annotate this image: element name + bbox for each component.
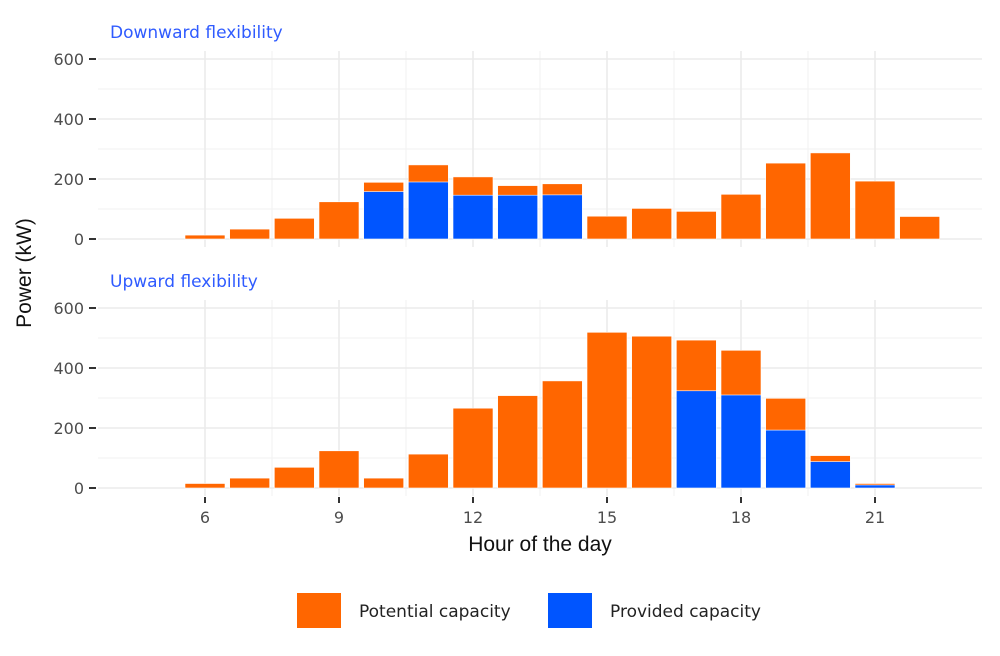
y-tick-label: 200 bbox=[53, 170, 84, 189]
y-axis-downward: 0 200 400 600 bbox=[53, 50, 96, 249]
x-axis-title: Hour of the day bbox=[468, 533, 612, 556]
bar-potential-12 bbox=[452, 407, 494, 489]
y-axis-upward: 0 200 400 600 bbox=[53, 299, 96, 498]
bar-provided-10 bbox=[363, 191, 404, 240]
bar-potential-7 bbox=[229, 228, 270, 240]
bar-potential-22 bbox=[899, 216, 940, 240]
bar-potential-9 bbox=[318, 201, 360, 240]
legend-label-provided: Provided capacity bbox=[610, 602, 761, 622]
bar-potential-20 bbox=[810, 152, 851, 240]
x-tick-label: 12 bbox=[463, 508, 483, 527]
bar-potential-15 bbox=[586, 215, 628, 240]
bar-potential-9 bbox=[318, 450, 360, 489]
bar-potential-13 bbox=[497, 395, 538, 489]
y-tick-label: 600 bbox=[53, 299, 84, 318]
y-tick-label: 400 bbox=[53, 110, 84, 129]
bar-provided-20 bbox=[810, 461, 851, 489]
bar-potential-8 bbox=[274, 218, 315, 240]
bar-potential-14 bbox=[542, 380, 583, 489]
bar-potential-10 bbox=[363, 477, 404, 489]
y-tick-label: 400 bbox=[53, 359, 84, 378]
y-axis-title: Power (kW) bbox=[13, 218, 36, 328]
bar-potential-16 bbox=[631, 335, 672, 489]
bar-provided-11 bbox=[408, 181, 449, 240]
bar-potential-8 bbox=[274, 466, 315, 489]
panel-upward-flexibility: Upward flexibility 0 200 400 600 bbox=[53, 272, 982, 498]
bar-potential-16 bbox=[631, 208, 672, 240]
legend-label-potential: Potential capacity bbox=[359, 602, 511, 622]
bar-provided-18 bbox=[720, 394, 762, 489]
x-tick-label: 6 bbox=[200, 508, 210, 527]
x-tick-label: 21 bbox=[865, 508, 885, 527]
legend-swatch-potential bbox=[297, 593, 341, 628]
bar-provided-17 bbox=[676, 390, 717, 489]
y-tick-label: 600 bbox=[53, 50, 84, 69]
bar-potential-17 bbox=[676, 211, 717, 240]
bar-provided-12 bbox=[452, 194, 494, 240]
bar-potential-11 bbox=[408, 453, 449, 489]
y-tick-label: 0 bbox=[74, 230, 84, 249]
legend: Potential capacity Provided capacity bbox=[297, 593, 761, 628]
y-tick-label: 0 bbox=[74, 479, 84, 498]
bars-downward bbox=[184, 152, 940, 240]
bars-upward bbox=[184, 331, 896, 489]
bar-provided-21 bbox=[854, 484, 896, 489]
x-axis: 6 9 12 15 18 21 bbox=[200, 497, 885, 527]
bar-provided-14 bbox=[542, 194, 583, 240]
y-tick-label: 200 bbox=[53, 419, 84, 438]
bar-provided-13 bbox=[497, 194, 538, 240]
bar-potential-19 bbox=[765, 162, 806, 240]
bar-potential-15 bbox=[586, 331, 628, 489]
legend-swatch-provided bbox=[548, 593, 592, 628]
bar-potential-7 bbox=[229, 477, 270, 489]
bar-provided-19 bbox=[765, 429, 806, 489]
x-tick-label: 15 bbox=[597, 508, 617, 527]
panel-title-upward: Upward flexibility bbox=[110, 272, 258, 292]
panel-title-downward: Downward flexibility bbox=[110, 23, 283, 43]
bar-potential-18 bbox=[720, 194, 762, 240]
bar-potential-6 bbox=[184, 483, 226, 489]
bar-potential-6 bbox=[184, 234, 226, 240]
panel-downward-flexibility: Downward flexibility 0 200 400 600 bbox=[53, 23, 982, 249]
x-tick-label: 18 bbox=[731, 508, 751, 527]
bar-potential-21 bbox=[854, 180, 896, 240]
x-tick-label: 9 bbox=[334, 508, 344, 527]
